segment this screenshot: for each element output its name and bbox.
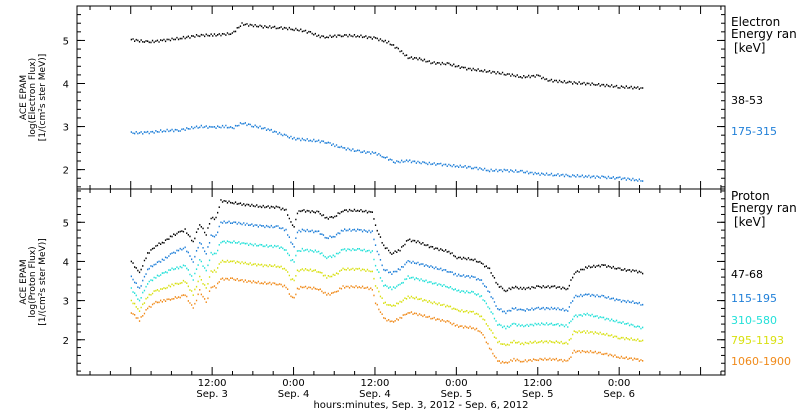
- x-tick-date: Sep. 4: [359, 389, 391, 400]
- legend-entry: 38-53: [731, 94, 763, 107]
- series-175-315: [130, 122, 644, 182]
- x-tick-date: Sep. 3: [196, 389, 228, 400]
- x-tick-date: Sep. 4: [278, 389, 310, 400]
- x-tick-date: Sep. 5: [522, 389, 554, 400]
- x-tick-time: 12:00: [361, 378, 390, 389]
- legend-unit: [keV]: [734, 41, 765, 55]
- y-axis-label: ACE EPAM: [19, 259, 29, 304]
- legend-entry: 47-68: [731, 268, 763, 281]
- y-axis-label: [1/(cm²s ster MeV)]: [38, 54, 48, 141]
- legend-title: Electron: [731, 15, 780, 29]
- plot-frame: [76, 188, 726, 376]
- legend-title: Proton: [731, 189, 770, 203]
- electron-panel: 2 3 4 5 ACE EPAM log(Electron Flux) [1/(cm²s s…: [19, 5, 797, 190]
- x-tick-time: 0:00: [445, 378, 467, 389]
- x-tick-time: 12:00: [198, 378, 227, 389]
- legend-subtitle: Energy ran: [731, 27, 797, 41]
- y-axis-label: log(Proton Flux): [28, 246, 38, 317]
- series-1060-1900: [130, 277, 644, 364]
- legend-entry: 175-315: [731, 125, 777, 138]
- legend-entry: 115-195: [731, 292, 777, 305]
- y-tick-label: 2: [63, 166, 69, 177]
- y-tick-label: 4: [63, 257, 69, 268]
- x-axis-label: hours:minutes, Sep. 3, 2012 - Sep. 6, 20…: [313, 400, 528, 410]
- series-115-195: [130, 220, 644, 315]
- x-tick-time: 12:00: [523, 378, 552, 389]
- y-tick-label: 2: [63, 336, 69, 347]
- y-tick-label: 5: [63, 36, 69, 47]
- series-47-68: [130, 199, 644, 293]
- x-tick-time: 0:00: [608, 378, 630, 389]
- y-axis-label: [1/(cm²s ster MeV)]: [38, 238, 48, 325]
- y-tick-label: 5: [63, 218, 69, 229]
- series-310-580: [130, 240, 644, 330]
- y-tick-label: 3: [63, 297, 69, 308]
- legend-entry: 1060-1900: [731, 355, 791, 368]
- proton-panel: 2 3 4 5 ACE EPAM log(Proton Flux) [1/(cm²s ste…: [19, 188, 797, 376]
- y-axis-label: ACE EPAM: [19, 75, 29, 120]
- series-38-53: [130, 22, 644, 90]
- y-tick-label: 4: [63, 80, 69, 91]
- legend-entry: 795-1193: [731, 334, 784, 347]
- legend-entry: 310-580: [731, 314, 777, 327]
- x-tick-date: Sep. 5: [441, 389, 473, 400]
- plot-frame: [76, 5, 726, 190]
- legend-subtitle: Energy ran: [731, 201, 797, 215]
- y-tick-label: 3: [63, 123, 69, 134]
- x-tick-time: 0:00: [282, 378, 304, 389]
- legend-unit: [keV]: [734, 215, 765, 229]
- x-tick-date: Sep. 6: [603, 389, 635, 400]
- series-795-1193: [130, 259, 644, 347]
- y-axis-label: log(Electron Flux): [28, 58, 38, 137]
